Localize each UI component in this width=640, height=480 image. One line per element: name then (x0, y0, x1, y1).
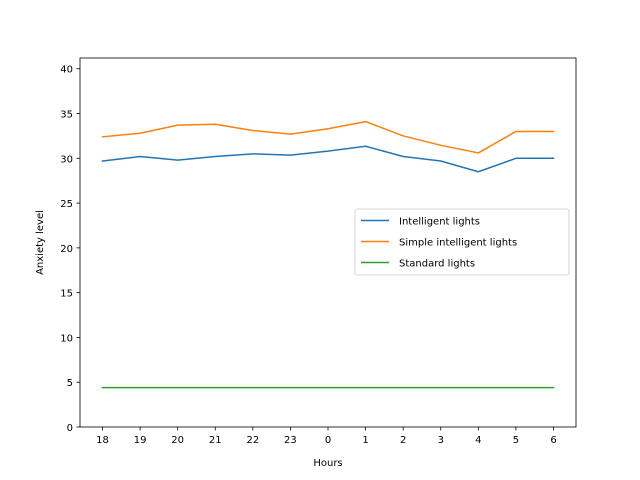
y-axis-label: Anxiety level (35, 210, 46, 275)
series-line-0 (101, 145, 555, 173)
y-tick-label: 5 (67, 378, 73, 389)
y-tick-label: 20 (60, 244, 73, 255)
legend-entry: Simple intelligent lights (399, 238, 517, 249)
x-tick-label: 0 (325, 435, 331, 446)
x-axis-label: Hours (313, 458, 342, 469)
y-tick-label: 0 (67, 423, 73, 434)
x-tick-label: 4 (475, 435, 481, 446)
x-tick-label: 20 (171, 435, 184, 446)
y-tick-label: 10 (60, 333, 73, 344)
y-tick-label: 15 (60, 289, 73, 300)
x-tick-label: 19 (134, 435, 147, 446)
series-line-1 (101, 120, 555, 154)
y-tick-label: 25 (60, 199, 73, 210)
legend-entry: Intelligent lights (399, 217, 480, 228)
legend-box (354, 208, 570, 276)
legend: Intelligent lights Simple intelligent lig… (354, 208, 570, 276)
x-tick-label: 21 (209, 435, 222, 446)
y-tick-label: 30 (60, 154, 73, 165)
x-tick-label: 6 (550, 435, 556, 446)
x-tick-label: 3 (438, 435, 444, 446)
series-layer (101, 120, 555, 389)
x-tick-label: 1 (362, 435, 368, 446)
y-axis: 0 5 10 15 20 25 30 35 40 (60, 65, 80, 434)
x-tick-label: 22 (246, 435, 259, 446)
legend-entry: Standard lights (399, 259, 475, 270)
x-tick-label: 2 (400, 435, 406, 446)
x-tick-label: 18 (96, 435, 109, 446)
x-tick-label: 23 (284, 435, 297, 446)
x-axis: 18 19 20 21 22 23 0 1 2 3 4 5 6 (96, 427, 557, 446)
y-tick-label: 40 (60, 65, 73, 76)
x-tick-label: 5 (513, 435, 519, 446)
y-tick-label: 35 (60, 110, 73, 121)
